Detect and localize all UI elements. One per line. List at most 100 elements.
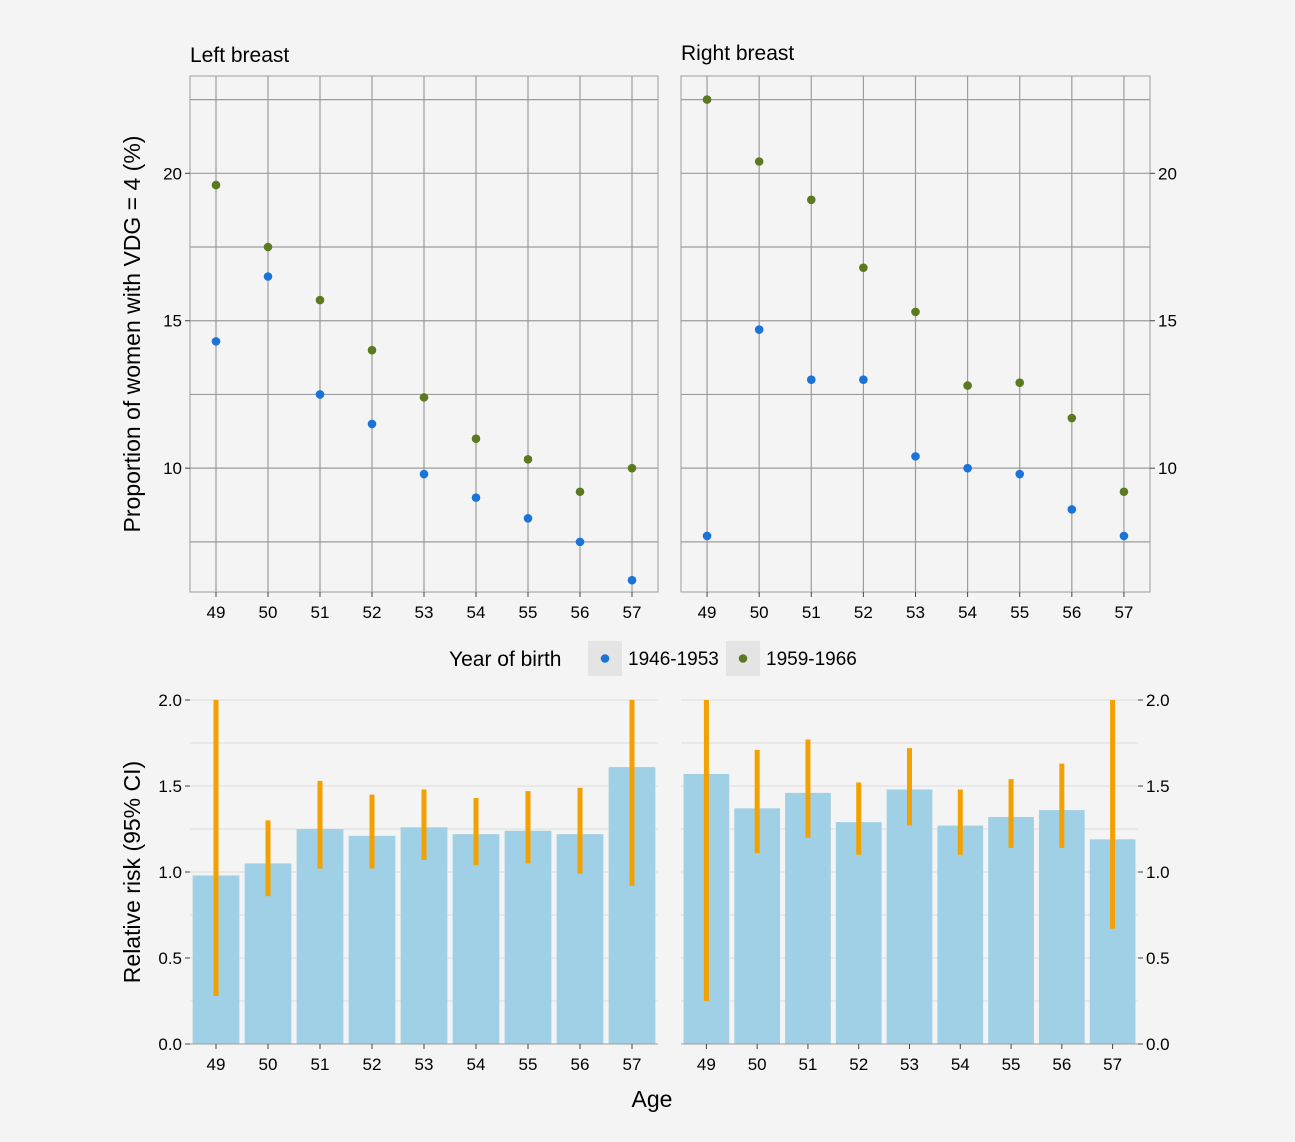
y-axis-title: Proportion of women with VDG = 4 (%) xyxy=(119,136,145,533)
y-tick-label: 10 xyxy=(1158,459,1177,478)
data-point xyxy=(1119,531,1129,541)
y-tick-label: 1.0 xyxy=(158,863,182,882)
panel-title: Left breast xyxy=(190,44,289,67)
data-point xyxy=(315,390,325,399)
bar xyxy=(452,834,500,1044)
legend-item-label: 1959-1966 xyxy=(766,649,857,670)
panel-1: Left breast 49 50 51 52 53 54 55 56 57 10 15 20 Propo… xyxy=(119,44,659,622)
bar xyxy=(886,789,933,1044)
x-tick-label: 52 xyxy=(363,1055,382,1074)
x-tick-label: 50 xyxy=(748,1055,767,1074)
legend: Year of birth 1946-1953 1959-1966 xyxy=(449,641,857,676)
data-point xyxy=(1015,378,1025,387)
data-point xyxy=(911,452,920,461)
y-tick-label: 0.0 xyxy=(158,1035,182,1054)
data-point xyxy=(1015,469,1025,479)
data-point xyxy=(367,345,377,355)
x-tick-label: 53 xyxy=(415,1055,434,1074)
data-point xyxy=(806,195,816,205)
panel-2: Right breast 49 50 51 52 53 54 55 56 57 10 15 20 xyxy=(680,42,1177,622)
x-tick-label: 52 xyxy=(849,1055,868,1074)
panel-title: Right breast xyxy=(681,42,794,65)
panel-4: 49 50 51 52 53 54 55 56 57 0.0 0.5 1.0 1.5 2.0 xyxy=(681,691,1170,1074)
data-point xyxy=(806,375,816,385)
y-tick-label: 15 xyxy=(163,312,182,331)
x-tick-label: 49 xyxy=(207,1055,226,1074)
y-axis-title: Relative risk (95% CI) xyxy=(119,761,145,983)
data-point xyxy=(859,263,868,272)
x-tick-label: 57 xyxy=(1114,603,1133,622)
x-tick-label: 55 xyxy=(519,1055,538,1074)
data-point xyxy=(419,469,429,479)
data-point xyxy=(1067,505,1077,514)
data-point xyxy=(211,337,221,346)
x-tick-label: 56 xyxy=(1052,1055,1071,1074)
bar xyxy=(400,827,448,1044)
data-point xyxy=(963,381,972,390)
legend-item-label: 1946-1953 xyxy=(628,649,719,670)
data-point xyxy=(263,242,273,252)
x-tick-label: 55 xyxy=(1002,1055,1021,1074)
data-point xyxy=(575,487,585,497)
data-point xyxy=(367,419,377,429)
x-tick-label: 56 xyxy=(571,603,590,622)
x-tick-label: 49 xyxy=(698,603,717,622)
data-point xyxy=(575,537,585,547)
data-point xyxy=(859,375,868,385)
data-point xyxy=(627,463,637,473)
bar xyxy=(835,822,882,1044)
data-point xyxy=(211,180,221,190)
data-point xyxy=(1067,413,1077,423)
y-tick-label: 2.0 xyxy=(1146,691,1170,710)
x-tick-label: 52 xyxy=(363,603,382,622)
bar xyxy=(937,825,984,1044)
y-tick-label: 0.5 xyxy=(1146,949,1170,968)
y-tick-label: 20 xyxy=(1158,164,1177,183)
data-point xyxy=(702,531,712,541)
bar xyxy=(504,830,552,1044)
data-point xyxy=(419,393,429,402)
x-tick-label: 57 xyxy=(623,603,642,622)
x-tick-label: 57 xyxy=(623,1055,642,1074)
x-tick-label: 55 xyxy=(519,603,538,622)
data-point xyxy=(754,325,764,334)
data-point xyxy=(1119,487,1129,497)
x-tick-label: 51 xyxy=(802,603,821,622)
x-tick-label: 53 xyxy=(415,603,434,622)
data-point xyxy=(523,455,533,464)
y-tick-label: 1.0 xyxy=(1146,863,1170,882)
y-tick-label: 0.0 xyxy=(1146,1035,1170,1054)
data-point xyxy=(627,575,637,585)
x-tick-label: 54 xyxy=(958,603,977,622)
bar xyxy=(1038,810,1085,1044)
y-tick-label: 1.5 xyxy=(1146,777,1170,796)
x-tick-label: 53 xyxy=(906,603,925,622)
x-tick-label: 49 xyxy=(207,603,226,622)
x-tick-label: 50 xyxy=(259,1055,278,1074)
data-point xyxy=(702,95,712,104)
data-point xyxy=(471,493,481,502)
x-tick-label: 56 xyxy=(1062,603,1081,622)
legend-title: Year of birth xyxy=(449,648,561,671)
bar xyxy=(348,835,396,1044)
x-tick-label: 54 xyxy=(951,1055,970,1074)
data-point xyxy=(523,513,533,523)
x-axis-title: Age xyxy=(632,1086,673,1112)
bar xyxy=(988,816,1034,1044)
x-tick-label: 51 xyxy=(311,1055,330,1074)
y-tick-label: 15 xyxy=(1158,312,1177,331)
data-point xyxy=(754,157,764,166)
data-point xyxy=(263,272,273,281)
data-point xyxy=(911,307,920,317)
x-tick-label: 54 xyxy=(467,603,486,622)
x-tick-label: 50 xyxy=(259,603,278,622)
x-tick-label: 57 xyxy=(1103,1055,1122,1074)
x-tick-label: 54 xyxy=(467,1055,486,1074)
x-tick-label: 52 xyxy=(854,603,873,622)
x-tick-label: 53 xyxy=(900,1055,919,1074)
y-tick-label: 20 xyxy=(163,164,182,183)
legend-key-marker xyxy=(600,654,610,663)
legend-key-marker xyxy=(738,654,748,663)
y-tick-label: 10 xyxy=(163,459,182,478)
